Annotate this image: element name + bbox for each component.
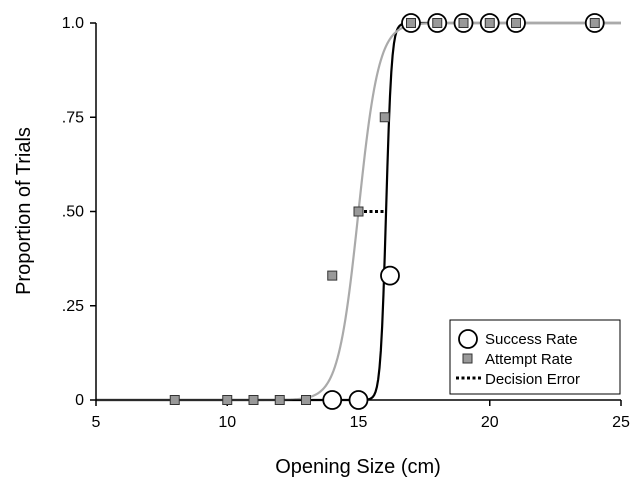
attempt-rate-point: [432, 18, 443, 28]
legend: Success Rate Attempt Rate Decision Error: [449, 319, 621, 395]
success-rate-point: [322, 390, 343, 410]
success-rate-point: [348, 390, 369, 410]
attempt-rate-point: [169, 395, 180, 405]
x-axis-title: Opening Size (cm): [275, 456, 441, 478]
legend-success-marker: [458, 329, 478, 349]
attempt-rate-point: [327, 270, 338, 281]
attempt-rate-point: [511, 18, 521, 28]
attempt-rate-point: [589, 18, 600, 28]
x-tick-label: 5: [92, 414, 101, 431]
legend-box: [449, 319, 621, 395]
x-tick-label: 25: [612, 414, 630, 431]
y-tick-label: .25: [62, 298, 84, 315]
attempt-rate-point: [274, 395, 285, 405]
attempt-rate-point: [301, 395, 311, 405]
x-tick-label: 10: [218, 414, 236, 431]
attempt-rate-point: [222, 395, 233, 405]
attempt-rate-point: [406, 18, 416, 28]
attempt-rate-point: [458, 18, 469, 28]
legend-success-label: Success Rate: [485, 331, 578, 348]
attempt-rate-point: [379, 112, 390, 123]
attempt-rate-point: [353, 206, 364, 217]
legend-attempt-label: Attempt Rate: [485, 351, 573, 368]
legend-error-label: Decision Error: [485, 371, 580, 388]
data-marks: [169, 13, 605, 410]
attempt-rate-point: [248, 395, 259, 405]
y-axis-title: Proportion of Trials: [13, 127, 35, 295]
legend-attempt-marker: [462, 353, 473, 364]
success-rate-point: [380, 265, 400, 286]
attempt-rate-point: [484, 18, 495, 28]
y-tick-label: .50: [62, 204, 84, 221]
ticks: 5 10 15 20 25 0 .25 .50 .75 1.0: [62, 15, 630, 431]
y-tick-label: 0: [75, 392, 84, 409]
x-tick-label: 15: [350, 414, 368, 431]
y-tick-label: .75: [62, 109, 84, 126]
y-tick-label: 1.0: [62, 15, 84, 32]
x-tick-label: 20: [481, 414, 499, 431]
